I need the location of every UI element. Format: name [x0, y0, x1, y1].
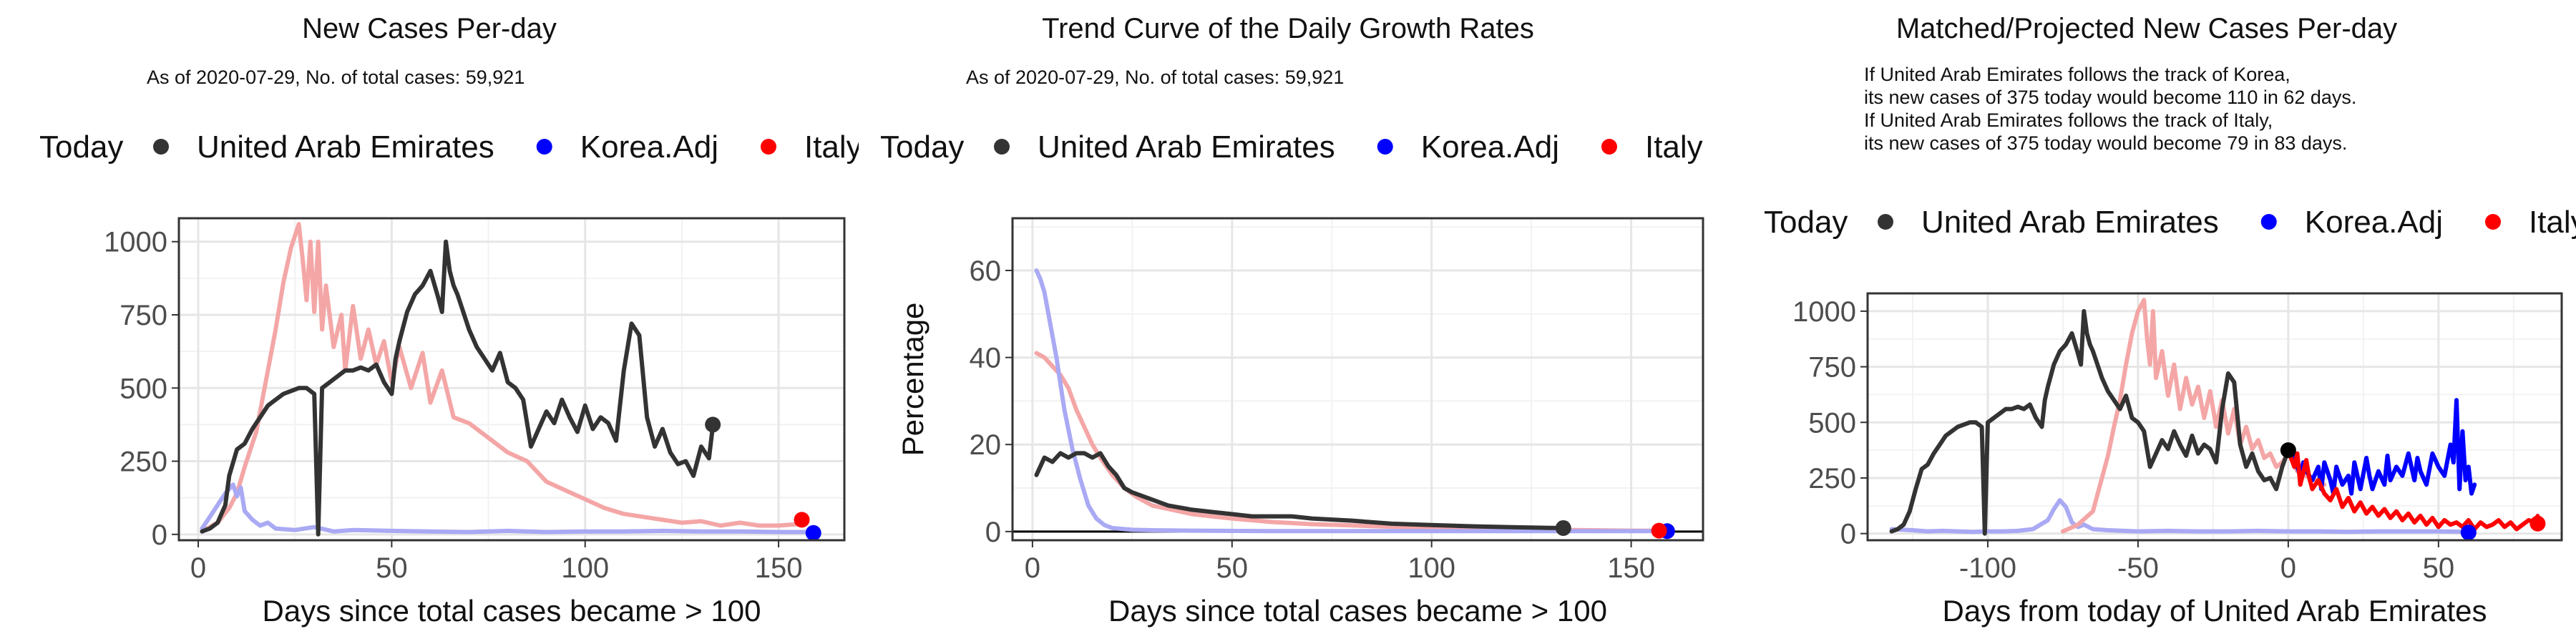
tick-label-y: 500 [1808, 407, 1856, 439]
legend-key-united-arab-emirates [153, 139, 169, 155]
series-line-united-arab-emirates [200, 239, 716, 537]
legend-title: Today [39, 130, 123, 165]
legend-key-korea-adj [2260, 214, 2277, 230]
series-group [1034, 268, 1674, 534]
legend-key-korea-adj [536, 139, 552, 155]
tick-label-y: 250 [119, 447, 167, 478]
today-point-united-arab-emirates [1555, 519, 1571, 536]
tick-label-x: -100 [1959, 552, 2016, 584]
tick-label-y: 60 [970, 255, 1002, 287]
legend-key-united-arab-emirates [994, 139, 1010, 155]
legend-label-italy: Italy [1645, 130, 1703, 165]
chart-panel-new-cases: New Cases Per-day As of 2020-07-29, No. … [0, 0, 859, 644]
tick-label-y: 1000 [1792, 296, 1856, 328]
tick-label-y: 750 [1808, 352, 1856, 384]
series-line-italy [2060, 298, 2327, 534]
today-point-united-arab-emirates [705, 416, 721, 433]
series-line-italy [200, 222, 808, 534]
tick-label-y: 0 [1840, 519, 1856, 550]
series-line-united-arab-emirates [1034, 451, 1566, 530]
tick-label-y: 20 [970, 429, 1002, 461]
chart-panel-projected: Matched/Projected New Cases Per-day If U… [1717, 0, 2576, 644]
series-line-united-arab-emirates [1889, 308, 2290, 536]
tick-label-y: 250 [1808, 463, 1856, 494]
chart-subtitle: If United Arab Emirates follows the trac… [1864, 64, 2357, 154]
tick-label-x: 50 [376, 552, 408, 584]
legend-key-korea-adj [1377, 139, 1393, 155]
chart-title: Matched/Projected New Cases Per-day [1896, 13, 2398, 44]
legend-label-korea-adj: Korea.Adj [2305, 205, 2443, 240]
tick-label-x: 100 [561, 552, 609, 584]
chart-panel-growth-rates: Trend Curve of the Daily Growth Rates As… [859, 0, 1717, 644]
series-group [200, 222, 816, 537]
plot-border [177, 217, 846, 542]
today-point-korea-adj [805, 525, 821, 541]
tick-label-x: 150 [1607, 552, 1655, 584]
legend-key-italy [1601, 139, 1617, 155]
x-axis-label: Days from today of United Arab Emirates [1943, 594, 2487, 628]
legend-key-united-arab-emirates [1878, 214, 1893, 230]
today-point-italy [2529, 515, 2546, 532]
chart-plot: 0 50 100 150 0 250 500 750 1000 Days since total … [39, 130, 859, 628]
tick-label-x: 150 [755, 552, 803, 584]
legend-title: Today [880, 130, 964, 165]
y-axis-label: Percentage [896, 303, 930, 457]
today-point-korea-adj [2460, 525, 2477, 541]
today-point-italy [794, 512, 810, 528]
series-group [1889, 298, 2540, 536]
chart-subtitle: As of 2020-07-29, No. of total cases: 59… [966, 67, 1345, 88]
legend-title: Today [1764, 205, 1848, 240]
chart-title: New Cases Per-day [302, 13, 557, 44]
series-line-korea-adj [200, 482, 816, 535]
tick-label-x: 100 [1407, 552, 1455, 584]
plot-border [1866, 292, 2563, 542]
series-line-italy-projected [2285, 448, 2540, 532]
legend-label-italy: Italy [804, 130, 859, 165]
tick-label-x: 0 [2280, 552, 2296, 584]
x-axis-label: Days since total cases became > 100 [263, 594, 761, 628]
legend-label-united-arab-emirates: United Arab Emirates [1921, 205, 2219, 240]
legend-label-korea-adj: Korea.Adj [1421, 130, 1559, 165]
legend-label-united-arab-emirates: United Arab Emirates [1038, 130, 1335, 165]
tick-label-x: 0 [190, 552, 206, 584]
legend-label-united-arab-emirates: United Arab Emirates [197, 130, 494, 165]
tick-label-x: 0 [1025, 552, 1040, 584]
tick-label-y: 40 [970, 343, 1002, 374]
tick-label-y: 1000 [104, 227, 167, 258]
legend-key-italy [760, 139, 776, 155]
chart-plot: 0 50 100 150 0 20 40 60 Days since total cases b… [880, 130, 1704, 628]
today-point-italy [1651, 522, 1667, 539]
chart-title: Trend Curve of the Daily Growth Rates [1042, 13, 1534, 44]
legend-label-italy: Italy [2529, 205, 2576, 240]
tick-label-y: 750 [119, 300, 167, 331]
plot-border [1011, 217, 1704, 542]
series-line-korea-adj [1889, 498, 2471, 535]
tick-label-y: 500 [119, 373, 167, 404]
today-point-united-arab-emirates [2280, 442, 2296, 459]
tick-label-x: 50 [2423, 552, 2455, 584]
tick-label-x: 50 [1216, 552, 1249, 584]
legend-label-korea-adj: Korea.Adj [580, 130, 718, 165]
series-line-korea-adj [1034, 268, 1674, 534]
tick-label-y: 0 [985, 517, 1001, 548]
legend-key-italy [2484, 214, 2501, 230]
series-line-italy [1034, 351, 1662, 533]
chart-subtitle: As of 2020-07-29, No. of total cases: 59… [147, 67, 525, 88]
tick-label-y: 0 [152, 519, 167, 551]
tick-label-x: -50 [2117, 552, 2159, 584]
x-axis-label: Days since total cases became > 100 [1108, 594, 1607, 628]
